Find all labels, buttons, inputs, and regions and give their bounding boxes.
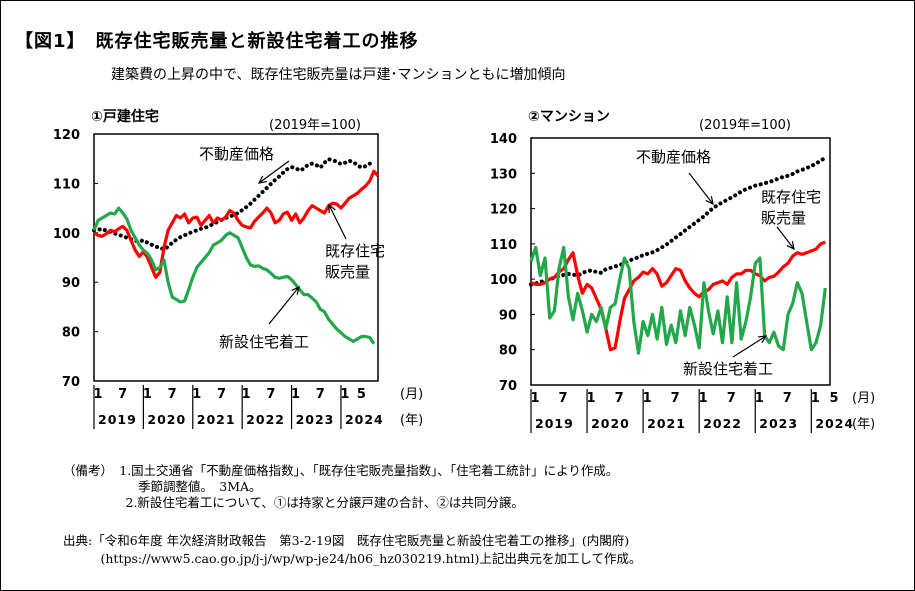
annotation-arrowhead bbox=[291, 285, 300, 295]
year-label: 2024 bbox=[815, 416, 854, 431]
y-tick-label: 120 bbox=[490, 203, 517, 218]
y-tick-label: 70 bbox=[499, 379, 517, 394]
plot-area bbox=[93, 133, 379, 382]
y-tick-label: 80 bbox=[62, 326, 80, 341]
year-label: 2019 bbox=[98, 412, 137, 427]
x-month-label: 1 bbox=[699, 391, 708, 406]
figure-subtitle: 建築費の上昇の中で、既存住宅販売量は戸建･マンションともに増加傾向 bbox=[111, 67, 566, 83]
x-month-label: 1 bbox=[143, 387, 152, 402]
note-line: 季節調整値。 3MA。 bbox=[63, 479, 262, 494]
source-block: 出典:「令和6年度 年次経済財政報告 第3-2-19図 既存住宅販売量と新設住宅… bbox=[63, 532, 642, 568]
x-month-label: 7 bbox=[316, 387, 325, 402]
year-unit: (年) bbox=[852, 417, 875, 432]
x-month-label: 7 bbox=[727, 391, 736, 406]
y-tick-label: 140 bbox=[490, 132, 517, 147]
year-label: 2019 bbox=[535, 416, 574, 431]
series-price-line bbox=[92, 157, 376, 252]
x-month-label: 7 bbox=[217, 387, 226, 402]
annotation-starts: 新設住宅着工 bbox=[219, 333, 309, 351]
y-tick-label: 110 bbox=[53, 177, 80, 192]
annotation-arrowhead bbox=[257, 175, 267, 184]
annotation-price: 不動産価格 bbox=[636, 148, 711, 166]
x-month-label: 1 bbox=[340, 387, 349, 402]
year-label: 2021 bbox=[197, 412, 236, 427]
annotation-arrowhead bbox=[705, 196, 714, 206]
x-month-label: 1 bbox=[530, 391, 539, 406]
annotation-arrowhead bbox=[757, 335, 768, 344]
x-month-unit: (月) bbox=[852, 391, 875, 406]
x-month-label: 5 bbox=[829, 391, 838, 406]
panel-title: ①戸建住宅 bbox=[91, 108, 159, 125]
year-unit: (年) bbox=[400, 413, 423, 428]
y-tick-label: 110 bbox=[490, 238, 517, 253]
annotation-arrow bbox=[328, 204, 347, 240]
x-month-label: 7 bbox=[118, 387, 127, 402]
x-month-label: 1 bbox=[643, 391, 652, 406]
series-starts-line bbox=[92, 206, 376, 345]
panel-title: ②マンション bbox=[528, 109, 610, 125]
annotation-arrowhead bbox=[328, 203, 336, 214]
annotation-starts: 新設住宅着工 bbox=[683, 360, 773, 378]
annotation-sales: 既存住宅 bbox=[761, 188, 821, 206]
x-month-label: 7 bbox=[783, 391, 792, 406]
x-month-label: 7 bbox=[168, 387, 177, 402]
y-tick-label: 120 bbox=[53, 128, 80, 143]
year-label: 2023 bbox=[759, 416, 798, 431]
x-month-label: 1 bbox=[93, 387, 102, 402]
annotation-arrowhead bbox=[786, 241, 795, 251]
y-tick-label: 90 bbox=[62, 276, 80, 291]
x-month-label: 1 bbox=[192, 387, 201, 402]
note-line: 2.新設住宅着工について、①は持家と分譲戸建の合計、②は共同分譲。 bbox=[63, 495, 524, 510]
annotation-arrow bbox=[688, 172, 714, 205]
y-tick-label: 80 bbox=[499, 344, 517, 359]
series-sales-line bbox=[530, 240, 826, 352]
year-label: 2022 bbox=[703, 416, 742, 431]
annotation-price: 不動産価格 bbox=[199, 145, 274, 163]
annotation-sales: 既存住宅 bbox=[325, 242, 385, 260]
y-tick-label: 100 bbox=[490, 273, 517, 288]
x-month-label: 7 bbox=[266, 387, 275, 402]
note-line: （備考） 1.国土交通省「不動産価格指数」、「既存住宅販売量指数」、「住宅着工統… bbox=[63, 463, 619, 478]
annotation-arrow bbox=[776, 226, 795, 250]
figure-title: 【図1】 既存住宅販売量と新設住宅着工の推移 bbox=[15, 31, 419, 52]
annotation-sales: 販売量 bbox=[325, 263, 370, 281]
y-tick-label: 130 bbox=[490, 167, 517, 182]
base-note: (2019年=100) bbox=[699, 118, 791, 133]
x-month-unit: (月) bbox=[400, 387, 423, 402]
x-month-label: 7 bbox=[671, 391, 680, 406]
source-line: (https://www5.cao.go.jp/j-j/wp/wp-je24/h… bbox=[63, 551, 642, 566]
x-month-label: 1 bbox=[291, 387, 300, 402]
x-month-label: 7 bbox=[615, 391, 624, 406]
series-starts-line bbox=[529, 245, 827, 355]
y-tick-label: 100 bbox=[53, 227, 80, 242]
notes-block: （備考） 1.国土交通省「不動産価格指数」、「既存住宅販売量指数」、「住宅着工統… bbox=[63, 463, 618, 511]
base-note: (2019年=100) bbox=[269, 118, 361, 133]
year-label: 2023 bbox=[296, 412, 335, 427]
series-price-line bbox=[529, 155, 828, 287]
annotation-sales: 販売量 bbox=[761, 209, 806, 227]
source-line: 出典:「令和6年度 年次経済財政報告 第3-2-19図 既存住宅販売量と新設住宅… bbox=[63, 533, 630, 548]
year-label: 2022 bbox=[246, 412, 285, 427]
annotation-arrow bbox=[732, 335, 767, 358]
year-label: 2021 bbox=[647, 416, 686, 431]
year-label: 2024 bbox=[345, 412, 384, 427]
y-tick-label: 90 bbox=[499, 308, 517, 323]
x-month-label: 5 bbox=[357, 387, 366, 402]
x-month-label: 1 bbox=[811, 391, 820, 406]
year-label: 2020 bbox=[591, 416, 630, 431]
year-label: 2020 bbox=[147, 412, 186, 427]
series-sales-line bbox=[93, 169, 380, 279]
x-month-label: 1 bbox=[755, 391, 764, 406]
x-month-label: 7 bbox=[559, 391, 568, 406]
y-tick-label: 70 bbox=[62, 375, 80, 390]
x-month-label: 1 bbox=[242, 387, 251, 402]
annotation-arrow bbox=[268, 286, 300, 325]
annotation-arrow bbox=[258, 160, 290, 184]
x-month-label: 1 bbox=[587, 391, 596, 406]
